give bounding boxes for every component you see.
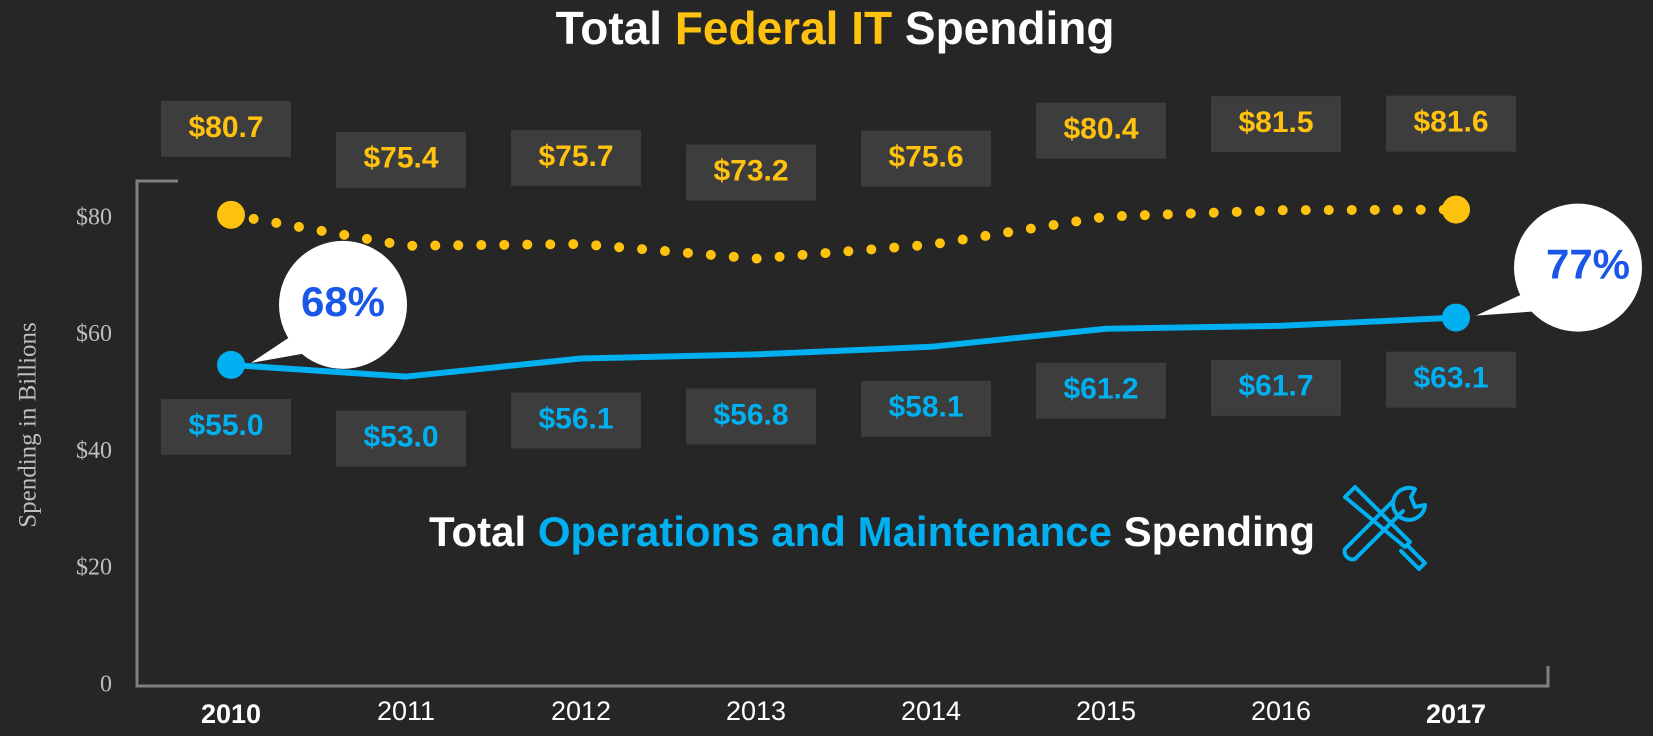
value-label: $63.1 [1413, 362, 1488, 395]
x-tick-label: 2013 [726, 696, 786, 726]
y-tick-label: $60 [76, 321, 112, 347]
x-tick-label: 2012 [551, 696, 611, 726]
value-label-box [861, 380, 991, 437]
value-label-box [861, 130, 991, 187]
annotation: 68% [301, 278, 385, 325]
value-label: $75.6 [888, 141, 963, 174]
end-point [217, 350, 245, 379]
value-label: $53.0 [363, 420, 438, 453]
title-part: Total [556, 2, 662, 54]
caption: Total Operations and Maintenance Spendin… [429, 508, 1315, 555]
caption-part: Operations and Maintenance [538, 508, 1112, 555]
x-tick-label: 2017 [1426, 699, 1486, 729]
x-tick-label: 2015 [1076, 696, 1136, 726]
caption-part: Total [429, 508, 526, 555]
value-label: $55.0 [188, 409, 263, 442]
value-label: $75.4 [363, 142, 438, 175]
wrench [1342, 485, 1427, 562]
x-tick-label: 2010 [201, 699, 261, 729]
chart-title: Total Federal IT Spending [556, 2, 1115, 54]
series-line [226, 204, 1461, 264]
end-point [217, 200, 245, 229]
value-label: $81.6 [1413, 106, 1488, 139]
value-label: $81.5 [1238, 106, 1313, 139]
value-label: $61.7 [1238, 370, 1313, 403]
value-label: $75.7 [538, 140, 613, 173]
series-line [228, 314, 1459, 380]
value-label: $73.2 [713, 155, 788, 188]
title-part: Spending [905, 2, 1115, 54]
value-label-box [336, 131, 466, 188]
x-tick-label: 2016 [1251, 696, 1311, 726]
value-label-box [1386, 95, 1516, 152]
value-label: $58.1 [888, 391, 963, 424]
value-label-box [161, 100, 291, 157]
annotation: 77% [1546, 241, 1630, 288]
tools-icon [1342, 485, 1427, 571]
value-label-box [686, 144, 816, 201]
value-label-box [161, 398, 291, 455]
y-tick-label: $20 [76, 555, 112, 581]
value-label: $61.2 [1063, 373, 1138, 406]
value-label-box [1211, 359, 1341, 416]
y-tick-label: $40 [76, 438, 112, 464]
value-label-box [1386, 351, 1516, 408]
axis-frame [135, 179, 1550, 688]
value-label-box [511, 392, 641, 449]
value-label-box [1036, 362, 1166, 419]
value-label: $56.1 [538, 402, 613, 435]
x-tick-label: 2014 [901, 696, 961, 726]
value-label-box [336, 410, 466, 467]
value-label: $80.4 [1063, 113, 1138, 146]
y-axis-label: Spending in Billions [15, 322, 42, 528]
title-part: Federal IT [675, 2, 892, 54]
value-label-box [1211, 96, 1341, 153]
x-tick-label: 2011 [377, 696, 435, 726]
caption-part: Spending [1124, 508, 1315, 555]
value-label: $56.8 [713, 398, 788, 431]
speech-bubble [1514, 203, 1642, 332]
value-label-box [686, 388, 816, 445]
speech-bubble [279, 240, 407, 369]
end-point [1442, 303, 1470, 332]
value-label-box [1036, 102, 1166, 159]
y-tick-label: $80 [76, 204, 112, 230]
end-point [1442, 195, 1470, 224]
value-label: $80.7 [188, 111, 263, 144]
y-tick-label: 0 [100, 672, 112, 698]
value-label-box [511, 130, 641, 187]
